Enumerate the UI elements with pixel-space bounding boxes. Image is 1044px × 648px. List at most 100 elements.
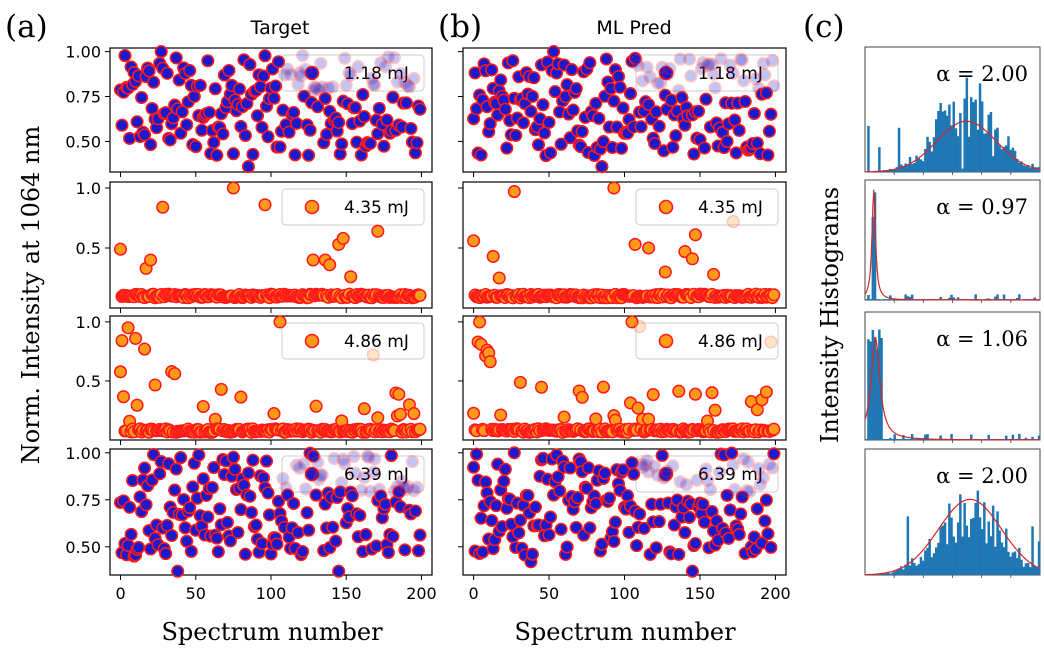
data-point: [261, 130, 275, 144]
histogram-bar: [950, 125, 953, 172]
histogram-bar: [924, 434, 927, 440]
scatter-panel-target-1: 1.00 0.75 0.50 1.18 mJ: [65, 43, 433, 177]
histogram-bar: [965, 77, 969, 172]
histogram-bar: [939, 435, 942, 440]
histogram-bar: [1024, 563, 1028, 575]
data-point: [222, 63, 236, 78]
panel-label-b: (b): [438, 9, 482, 45]
data-point: [696, 56, 710, 70]
data-point: [602, 491, 616, 505]
x-tick-label: 200: [406, 584, 437, 603]
data-point: [201, 54, 215, 68]
data-point: [607, 94, 621, 108]
data-point: [211, 545, 225, 559]
data-point: [648, 136, 662, 151]
legend: 4.86 mJ: [635, 322, 779, 360]
histogram-bar: [906, 516, 910, 575]
histogram-bar: [983, 133, 986, 172]
data-point: [213, 502, 227, 516]
y-tick-label: 1.0: [76, 313, 101, 332]
histogram-bar: [961, 168, 964, 172]
histogram-bar: [972, 102, 975, 172]
data-point: [542, 528, 556, 542]
histogram-bar: [961, 536, 964, 575]
data-point: [525, 547, 539, 561]
data-point: [183, 501, 197, 515]
data-point: [288, 148, 302, 162]
histogram-bar: [902, 435, 905, 440]
data-point: [673, 475, 687, 489]
data-point: [566, 103, 580, 117]
histogram-panel-3: α = 1.06: [864, 311, 1041, 443]
legend-marker: [658, 199, 674, 215]
histogram-bar: [908, 157, 912, 172]
histogram-bar: [952, 101, 955, 172]
data-point: [707, 67, 721, 81]
data-point: [732, 527, 746, 541]
y-tick-label: 1.00: [65, 43, 101, 62]
data-point: [336, 452, 350, 466]
data-point: [271, 55, 286, 69]
histogram-bar: [996, 127, 999, 172]
histogram-bar: [1000, 149, 1004, 172]
fit-curve: [865, 120, 1041, 173]
histogram-bar: [943, 522, 947, 575]
scatter-panel-target-2: 1.0 0.5 4.35 mJ: [76, 179, 433, 313]
data-point: [393, 66, 407, 80]
x-axis-label-ml-pred: Spectrum number: [514, 618, 736, 646]
data-point: [513, 513, 527, 527]
data-points: [467, 181, 781, 305]
histogram-bar: [1037, 435, 1041, 440]
data-point: [377, 139, 391, 153]
histogram-bar: [1020, 559, 1023, 575]
histogram-bar: [1015, 297, 1019, 300]
data-point: [599, 52, 613, 66]
data-point: [401, 479, 415, 494]
data-point: [357, 110, 371, 124]
histogram-bar: [1020, 161, 1023, 172]
data-point: [115, 118, 129, 132]
data-point: [299, 62, 313, 76]
data-point: [372, 101, 386, 115]
data-point: [651, 76, 665, 90]
data-point: [595, 537, 609, 551]
histogram-bar: [952, 297, 955, 300]
data-point: [633, 507, 647, 521]
data-point: [308, 450, 322, 464]
data-point: [363, 136, 377, 150]
legend-box: [281, 188, 425, 226]
data-point: [642, 241, 656, 255]
data-point: [500, 141, 514, 155]
data-point: [749, 72, 763, 86]
data-point: [486, 249, 500, 263]
data-point: [287, 496, 301, 511]
histogram-bar: [1005, 528, 1008, 575]
histogram-bar: [882, 439, 885, 440]
histogram-bar: [1005, 145, 1008, 172]
data-point: [305, 468, 319, 482]
data-point: [308, 80, 322, 94]
data-point: [658, 469, 672, 483]
histogram-bar: [867, 339, 870, 440]
legend-box: [635, 188, 779, 226]
data-point: [291, 77, 305, 92]
histogram-bar: [893, 571, 896, 575]
scatter-panel-target-3: 1.0 0.5 4.86 mJ: [76, 313, 433, 445]
data-point: [413, 288, 427, 302]
data-point: [655, 60, 669, 74]
histogram-bar: [910, 558, 914, 575]
data-point: [371, 224, 385, 238]
data-point: [332, 564, 346, 578]
data-point: [407, 407, 421, 421]
histogram-bar: [945, 115, 949, 172]
data-point: [634, 457, 648, 471]
data-point: [244, 505, 258, 520]
data-point: [474, 511, 488, 525]
data-point: [575, 390, 589, 404]
data-point: [583, 521, 597, 535]
fit-curve: [865, 498, 1041, 576]
data-point: [512, 526, 526, 540]
data-point: [691, 104, 706, 118]
data-point: [521, 488, 535, 503]
histogram-bar: [985, 298, 988, 300]
